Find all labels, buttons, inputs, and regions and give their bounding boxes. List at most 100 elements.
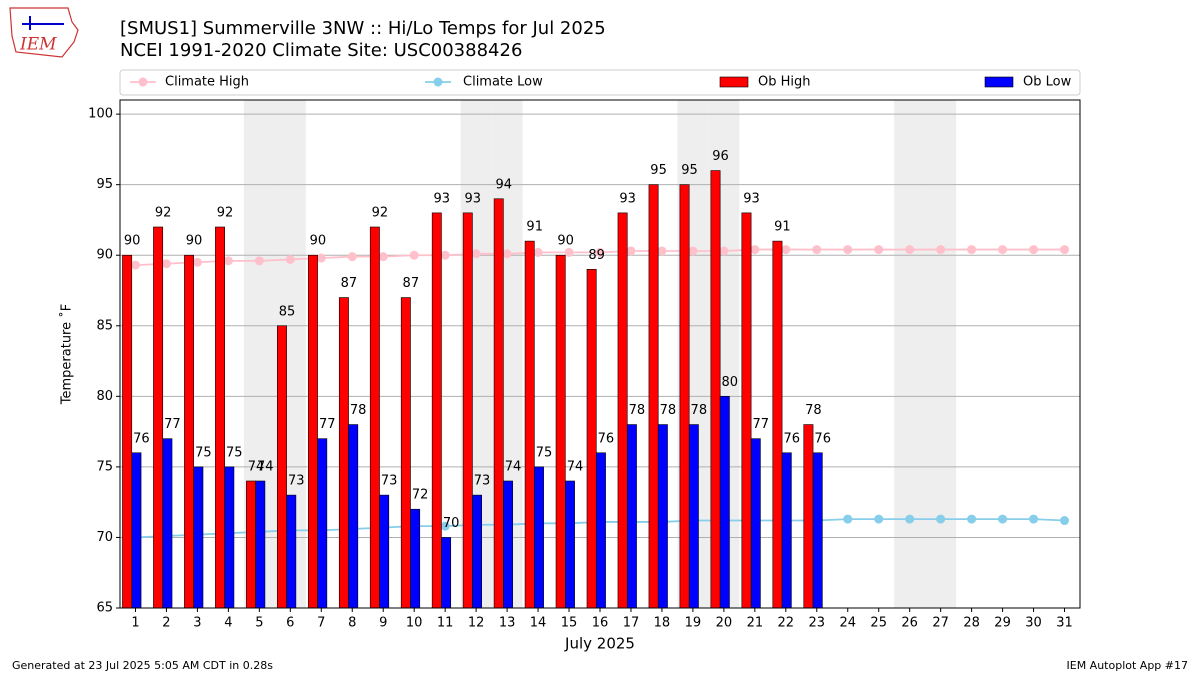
x-tick-label: 12: [468, 616, 485, 631]
x-tick-label: 28: [963, 616, 980, 631]
bar: [626, 424, 637, 609]
point: [998, 245, 1008, 255]
legend-label: Ob Low: [1023, 75, 1072, 90]
point: [967, 245, 977, 255]
point: [502, 249, 512, 259]
point: [843, 245, 853, 255]
bar: [162, 438, 173, 609]
bar: [441, 537, 452, 609]
data-label: 85: [279, 304, 296, 319]
x-tick-label: 23: [809, 616, 826, 631]
bar: [688, 424, 699, 609]
bar: [648, 184, 659, 609]
bar: [246, 480, 256, 609]
bar: [750, 438, 761, 609]
data-label: 70: [443, 516, 460, 531]
data-label: 93: [434, 191, 451, 206]
point: [626, 246, 636, 256]
bar: [410, 508, 421, 609]
data-label: 90: [310, 234, 327, 249]
bar: [524, 240, 535, 609]
bar: [400, 297, 411, 609]
bar: [503, 480, 513, 609]
point: [936, 245, 946, 255]
point: [285, 254, 295, 264]
x-tick-label: 8: [348, 616, 356, 631]
data-label: 74: [248, 460, 265, 475]
bar: [215, 226, 225, 609]
bar: [595, 452, 606, 609]
chart-title: [SMUS1] Summerville 3NW :: Hi/Lo Temps f…: [120, 18, 606, 39]
bar: [193, 466, 204, 609]
point: [936, 514, 946, 524]
data-label: 78: [691, 403, 708, 418]
data-label: 93: [464, 191, 481, 206]
data-label: 72: [412, 488, 429, 503]
data-label: 93: [743, 191, 760, 206]
point: [223, 256, 233, 266]
x-tick-label: 26: [901, 616, 918, 631]
bar: [286, 494, 297, 609]
x-tick-label: 25: [870, 616, 887, 631]
weekend-shade: [894, 100, 926, 608]
x-tick-label: 20: [716, 616, 733, 631]
data-label: 76: [133, 431, 150, 446]
point: [874, 514, 884, 524]
bar: [493, 198, 504, 609]
data-label: 91: [526, 220, 543, 235]
data-label: 95: [681, 163, 698, 178]
footer-left: Generated at 23 Jul 2025 5:05 AM CDT in …: [12, 659, 273, 672]
data-label: 74: [505, 460, 522, 475]
x-tick-label: 24: [839, 616, 856, 631]
y-axis-label: Temperature ˚F: [59, 304, 75, 405]
x-tick-label: 14: [530, 616, 547, 631]
bar: [555, 254, 566, 609]
bar: [472, 494, 483, 609]
point: [750, 245, 760, 255]
y-tick-label: 100: [88, 107, 113, 122]
bar: [781, 452, 792, 609]
point: [998, 514, 1008, 524]
x-tick-label: 29: [994, 616, 1011, 631]
point: [905, 245, 915, 255]
bar: [812, 452, 823, 609]
point: [874, 245, 884, 255]
data-label: 90: [124, 234, 141, 249]
data-label: 77: [319, 417, 336, 432]
point: [843, 514, 853, 524]
point: [1060, 516, 1070, 526]
x-tick-label: 5: [255, 616, 263, 631]
legend-swatch: [984, 76, 1014, 88]
data-label: 91: [774, 220, 791, 235]
point: [192, 257, 202, 267]
bar: [255, 480, 266, 609]
point: [378, 252, 388, 262]
data-label: 92: [155, 206, 172, 221]
data-label: 78: [805, 403, 822, 418]
bar: [224, 466, 235, 609]
point: [564, 247, 574, 257]
point: [440, 521, 450, 531]
point: [533, 247, 543, 257]
bar: [719, 396, 730, 609]
data-label: 73: [381, 474, 398, 489]
x-tick-label: 17: [623, 616, 640, 631]
bar: [379, 494, 390, 609]
x-tick-label: 18: [654, 616, 671, 631]
x-tick-label: 1: [131, 616, 139, 631]
data-label: 74: [567, 460, 584, 475]
x-tick-label: 11: [437, 616, 454, 631]
x-tick-label: 15: [561, 616, 578, 631]
legend-label: Climate High: [165, 75, 249, 90]
data-label: 77: [164, 417, 181, 432]
data-label: 76: [598, 431, 615, 446]
bar: [122, 254, 133, 609]
x-tick-label: 2: [162, 616, 170, 631]
point: [1029, 514, 1039, 524]
point: [719, 246, 729, 256]
bar: [338, 297, 349, 609]
x-tick-label: 21: [747, 616, 764, 631]
data-label: 73: [474, 474, 491, 489]
bar: [462, 212, 473, 609]
